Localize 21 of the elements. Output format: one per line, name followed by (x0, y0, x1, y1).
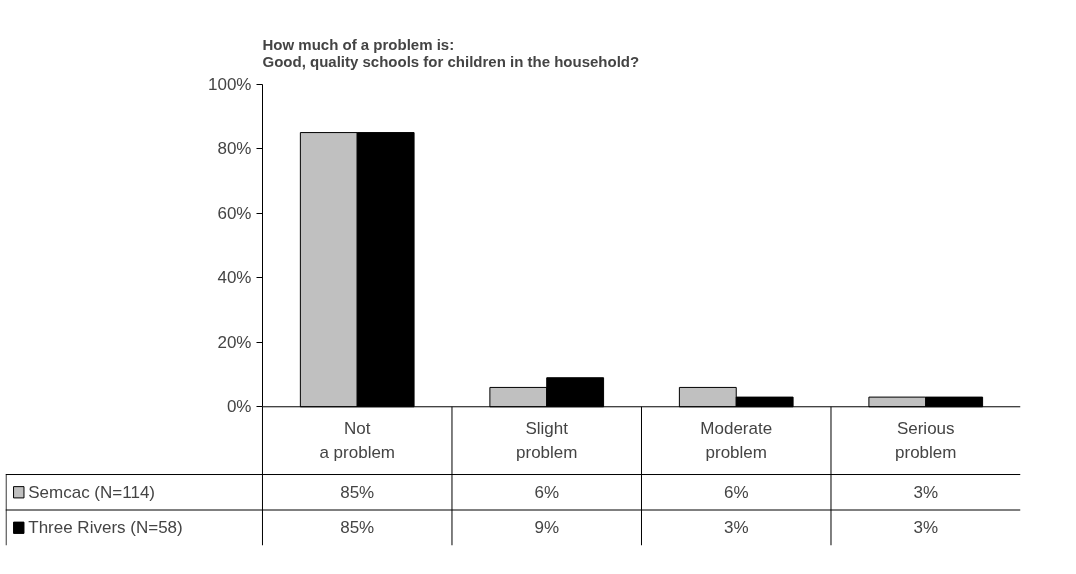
data-label: 85% (340, 518, 375, 538)
data-label: 3% (913, 518, 939, 538)
data-label: 85% (340, 482, 375, 502)
y-tick-label: 80% (217, 139, 252, 159)
data-label: 6% (534, 482, 560, 502)
data-label: 6% (723, 482, 749, 502)
y-tick-label: 0% (226, 397, 252, 417)
x-tick-label: Slight problem (516, 419, 578, 463)
x-tick-label: Moderate problem (700, 419, 773, 463)
y-tick-label: 40% (217, 268, 252, 288)
data-label: 3% (913, 482, 939, 502)
legend-label: Semcac (N=114) (28, 482, 156, 502)
legend-label: Three Rivers (N=58) (28, 518, 183, 538)
x-tick-label: Not a problem (319, 419, 396, 463)
y-tick-label: 100% (207, 74, 252, 94)
y-tick-label: 60% (217, 203, 252, 223)
y-tick-label: 20% (217, 332, 252, 352)
chart-title: How much of a problem is: Good, quality schools for children in the household? (262, 35, 640, 70)
data-label: 9% (534, 518, 560, 538)
x-tick-label: Serious problem (895, 419, 957, 463)
data-label: 3% (723, 518, 749, 538)
